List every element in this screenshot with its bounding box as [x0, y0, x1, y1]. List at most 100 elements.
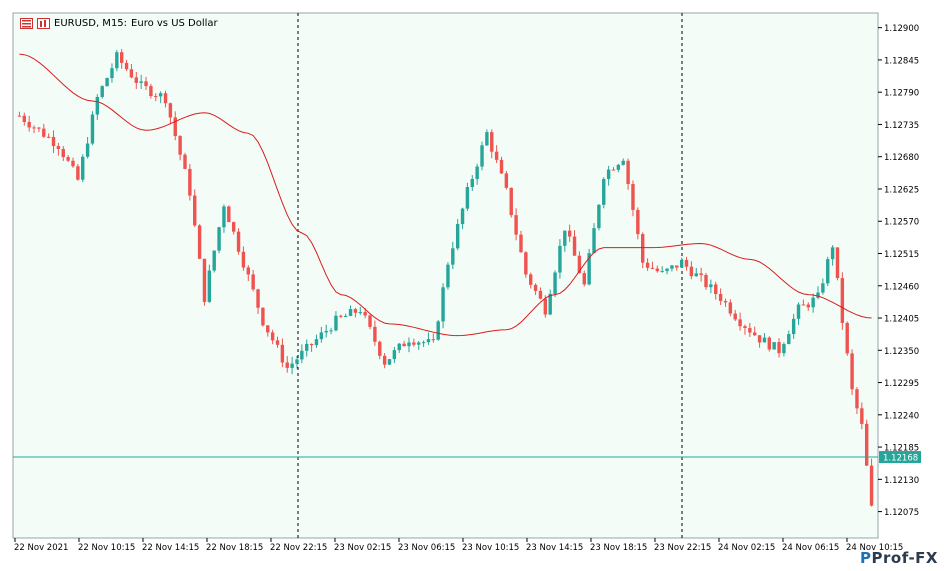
candle-body	[37, 127, 41, 129]
data-window-icon[interactable]	[37, 18, 50, 29]
candle-body	[436, 321, 440, 340]
candle-body	[563, 230, 567, 246]
plot-area	[12, 12, 879, 539]
candle-body	[275, 340, 280, 345]
candle-body	[675, 265, 679, 268]
candle-body	[718, 294, 723, 301]
candle-body	[251, 274, 255, 290]
candle-body	[752, 332, 757, 336]
candle-body	[650, 267, 655, 269]
candle-body	[529, 274, 533, 285]
candle-body	[777, 342, 781, 354]
candle-body	[694, 273, 698, 277]
candle-body	[295, 359, 299, 364]
candle-body	[382, 355, 387, 365]
candle-body	[504, 173, 509, 188]
symbol-description: Euro vs US Dollar	[131, 18, 218, 29]
candle-body	[485, 132, 489, 146]
candle-body	[840, 278, 845, 323]
candle-body	[368, 315, 372, 327]
candle-body	[864, 423, 869, 466]
x-tick-label: 23 Nov 22:15	[654, 543, 711, 553]
candle-body	[558, 245, 562, 273]
y-tick-label: 1.12790	[884, 89, 919, 99]
candle-body	[363, 312, 367, 316]
candle-body	[480, 145, 484, 167]
candle-body	[455, 224, 460, 249]
candle-body	[470, 178, 474, 188]
candle-body	[431, 339, 436, 341]
candle-body	[387, 359, 392, 365]
candle-body	[821, 283, 825, 293]
x-tick-label: 22 Nov 10:15	[78, 543, 135, 553]
candle-body	[869, 465, 874, 506]
y-tick-label: 1.12845	[884, 56, 919, 66]
y-tick-label: 1.12460	[884, 282, 919, 292]
candle-body	[407, 342, 411, 347]
candle-body	[280, 344, 285, 363]
candle-body	[163, 93, 168, 104]
candle-body	[524, 252, 528, 275]
y-tick-label: 1.12515	[884, 250, 919, 260]
x-tick-label: 24 Nov 02:15	[718, 543, 775, 553]
candle-body	[689, 266, 694, 277]
y-tick-label: 1.12350	[884, 347, 919, 357]
candle-body	[139, 81, 143, 83]
candle-body	[446, 264, 450, 288]
candle-body	[309, 343, 314, 346]
candle-body	[173, 117, 177, 137]
y-tick-label: 1.12185	[884, 444, 919, 454]
candle-body	[246, 267, 250, 275]
candle-body	[748, 328, 752, 333]
candle-body	[339, 315, 343, 317]
y-tick-label: 1.12295	[884, 379, 919, 389]
current-price-tag	[879, 451, 921, 464]
candle-body	[154, 96, 158, 98]
x-tick-label: 23 Nov 06:15	[398, 543, 455, 553]
candle-body	[655, 268, 660, 272]
candles-icon[interactable]	[20, 18, 33, 29]
candle-body	[826, 259, 830, 284]
candle-body	[261, 307, 265, 326]
candle-body	[412, 342, 416, 345]
candle-body	[597, 204, 601, 229]
candle-body	[329, 330, 333, 332]
candle-body	[509, 187, 513, 216]
candle-body	[645, 262, 650, 268]
candle-body	[772, 342, 776, 350]
y-tick-label: 1.12680	[884, 153, 919, 163]
candle-body	[285, 362, 289, 368]
candle-body	[227, 206, 231, 223]
y-tick-label: 1.12075	[884, 508, 919, 518]
candle-body	[183, 154, 187, 169]
candle-body	[402, 343, 406, 347]
candle-body	[105, 78, 109, 87]
candle-body	[334, 315, 338, 331]
candle-body	[46, 136, 51, 138]
candle-body	[305, 343, 309, 351]
candle-body	[17, 115, 22, 117]
candle-body	[626, 160, 630, 185]
candle-body	[373, 326, 377, 342]
x-tick-label: 22 Nov 14:15	[142, 543, 199, 553]
candle-body	[835, 247, 840, 279]
candle-body	[801, 304, 806, 306]
candle-body	[616, 164, 621, 170]
candle-body	[738, 319, 742, 327]
candle-body	[699, 273, 703, 275]
candle-body	[207, 270, 212, 302]
candle-body	[32, 127, 36, 129]
candle-body	[548, 293, 552, 315]
candle-body	[665, 268, 669, 272]
candle-body	[553, 272, 557, 294]
candle-body	[592, 228, 596, 254]
y-tick-label: 1.12735	[884, 121, 919, 131]
symbol-label: EURUSD, M15:	[54, 18, 128, 29]
candle-body	[119, 52, 124, 63]
candle-body	[27, 122, 31, 128]
candle-body	[56, 146, 61, 149]
candle-body	[514, 215, 518, 235]
candle-body	[714, 284, 718, 295]
moving-average-line	[19, 53, 872, 337]
